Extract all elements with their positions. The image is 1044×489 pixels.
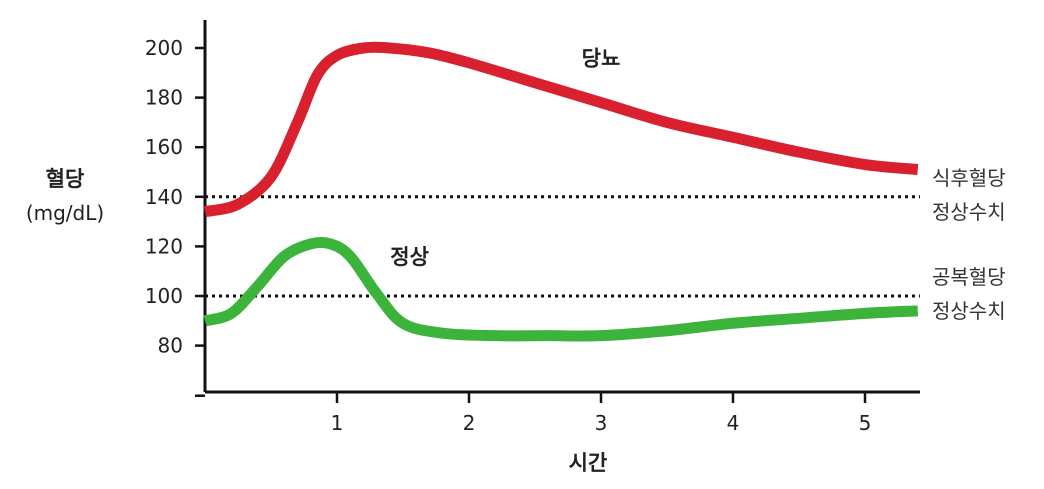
y-tick-label: 200 <box>145 36 183 60</box>
y-ticks: 80 100 120 140 160 180 200 <box>145 36 205 397</box>
x-axis-title: 시간 <box>569 451 608 475</box>
y-tick-label: 140 <box>145 185 183 209</box>
series-line-normal <box>203 236 919 342</box>
axes <box>203 20 920 394</box>
x-tick-label: 2 <box>463 411 476 435</box>
x-tick-label: 4 <box>727 411 740 435</box>
y-tick-label: 180 <box>145 86 183 110</box>
y-axis-unit: (mg/dL) <box>26 201 104 225</box>
series-label: 정상 <box>390 245 429 269</box>
y-axis-title: 혈당 <box>46 167 85 191</box>
y-tick-label: 80 <box>158 334 183 358</box>
reference-label: 공복혈당 <box>932 265 1006 289</box>
x-tick-label: 3 <box>595 411 608 435</box>
reference-label: 식후혈당 <box>932 166 1006 190</box>
series-line-diabetes <box>203 41 919 218</box>
reference-label: 정상수치 <box>932 200 1006 224</box>
series-label: 당뇨 <box>582 46 621 70</box>
x-tick-label: 1 <box>331 411 344 435</box>
y-tick-label: 100 <box>145 284 183 308</box>
x-tick-label: 5 <box>859 411 872 435</box>
labels: 혈당 (mg/dL) 시간 <box>26 167 608 475</box>
reference-label: 정상수치 <box>932 299 1006 323</box>
y-tick-label: 120 <box>145 234 183 258</box>
x-ticks: 1 2 3 4 5 <box>331 392 872 435</box>
y-tick-label: 160 <box>145 135 183 159</box>
